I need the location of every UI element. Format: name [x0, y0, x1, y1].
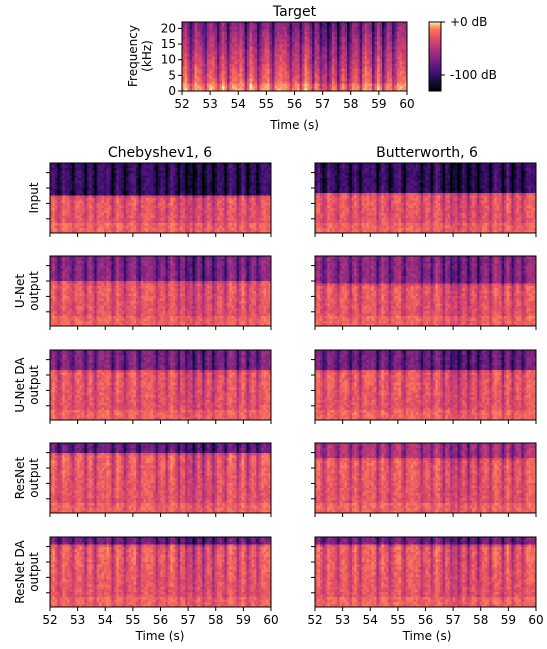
spectrogram-r1-c0 — [50, 256, 271, 326]
grid-xtick-label: 58 — [473, 613, 488, 627]
row-label-line: output — [27, 552, 41, 592]
colorbar-label-bottom: -100 dB — [450, 68, 497, 82]
row-label-1: U-Net output — [13, 271, 41, 311]
target-ytick-label: 5 — [168, 68, 176, 82]
grid-xtick-label: 52 — [307, 613, 322, 627]
spectrogram-r3-c0 — [50, 443, 271, 513]
target-xtick-label: 54 — [231, 97, 246, 111]
target-ytick-label: 15 — [161, 37, 176, 51]
column-title-left: Chebyshev1, 6 — [108, 145, 212, 161]
target-x-axis: 52 53 54 55 56 57 58 59 60 — [174, 91, 415, 111]
spectrogram-r0-c1 — [315, 163, 536, 233]
row-label-line: output — [27, 271, 41, 311]
grid-xtick-label: 58 — [208, 613, 223, 627]
spectrogram-r4-c0 — [50, 537, 271, 607]
grid-xtick-label: 59 — [501, 613, 516, 627]
target-xtick-label: 56 — [287, 97, 302, 111]
target-xtick-label: 52 — [174, 97, 189, 111]
target-xtick-label: 60 — [399, 97, 414, 111]
target-xtick-label: 53 — [202, 97, 217, 111]
grid-xtick-label: 60 — [263, 613, 278, 627]
colorbar: +0 dB -100 dB — [428, 15, 497, 92]
grid-xtick-label: 54 — [98, 613, 113, 627]
target-xtick-label: 55 — [259, 97, 274, 111]
spectrogram-r4-c1 — [315, 537, 536, 607]
grid-x-axes: 52 53 54 55 56 57 58 59 60 52 53 54 55 56 57 58 59 60 — [42, 613, 543, 627]
target-y-axis: 0 510 15 20 — [161, 21, 182, 98]
target-ytick-label: 10 — [161, 53, 176, 67]
grid-xtick-label: 55 — [125, 613, 140, 627]
spectrogram-r2-c1 — [315, 350, 536, 420]
grid-xtick-label: 56 — [418, 613, 433, 627]
grid-xlabel-left: Time (s) — [135, 629, 185, 643]
row-label-line: U-Net — [13, 274, 27, 308]
grid-xtick-label: 60 — [528, 613, 543, 627]
target-xtick-label: 57 — [315, 97, 330, 111]
row-label-line: output — [27, 365, 41, 405]
row-label-line: ResNet DA — [13, 539, 27, 603]
target-spectrogram — [182, 22, 407, 91]
target-title: Target — [272, 4, 317, 20]
row-label-line: ResNet — [13, 456, 27, 499]
row-label-3: ResNet output — [13, 456, 41, 499]
target-ytick-label: 0 — [168, 84, 176, 98]
colorbar-label-top: +0 dB — [450, 15, 487, 29]
grid-xtick-label: 56 — [153, 613, 168, 627]
row-label-2: U-Net DA output — [13, 357, 41, 413]
row-label-4: ResNet DA output — [13, 539, 41, 603]
grid-xtick-label: 57 — [445, 613, 460, 627]
spectrogram-r0-c0 — [50, 163, 271, 233]
row-label-line: U-Net DA — [13, 357, 27, 413]
target-xlabel: Time (s) — [269, 118, 319, 132]
target-xtick-label: 58 — [343, 97, 358, 111]
spectrogram-r1-c1 — [315, 256, 536, 326]
row-label-0: Input — [27, 182, 41, 213]
grid-xtick-label: 52 — [42, 613, 57, 627]
comparison-grid — [46, 162, 537, 611]
grid-xtick-label: 54 — [363, 613, 378, 627]
grid-xlabel-right: Time (s) — [402, 629, 452, 643]
colorbar-gradient — [428, 21, 442, 92]
row-label-line: output — [27, 458, 41, 498]
grid-xtick-label: 53 — [335, 613, 350, 627]
spectrogram-r3-c1 — [315, 443, 536, 513]
grid-xtick-label: 55 — [390, 613, 405, 627]
target-panel: Target 0 510 15 20 52 53 54 55 56 57 58 59 60 Time … — [126, 4, 415, 132]
target-ylabel-line-2: (kHz) — [140, 40, 154, 72]
grid-xtick-label: 59 — [236, 613, 251, 627]
target-ylabel-line-1: Frequency — [126, 25, 140, 87]
column-title-right: Butterworth, 6 — [376, 145, 478, 161]
row-label-line: Input — [27, 182, 41, 213]
grid-xtick-label: 53 — [70, 613, 85, 627]
target-ytick-label: 20 — [161, 21, 176, 35]
spectrogram-r2-c0 — [50, 350, 271, 420]
target-xtick-label: 59 — [371, 97, 386, 111]
grid-xtick-label: 57 — [180, 613, 195, 627]
